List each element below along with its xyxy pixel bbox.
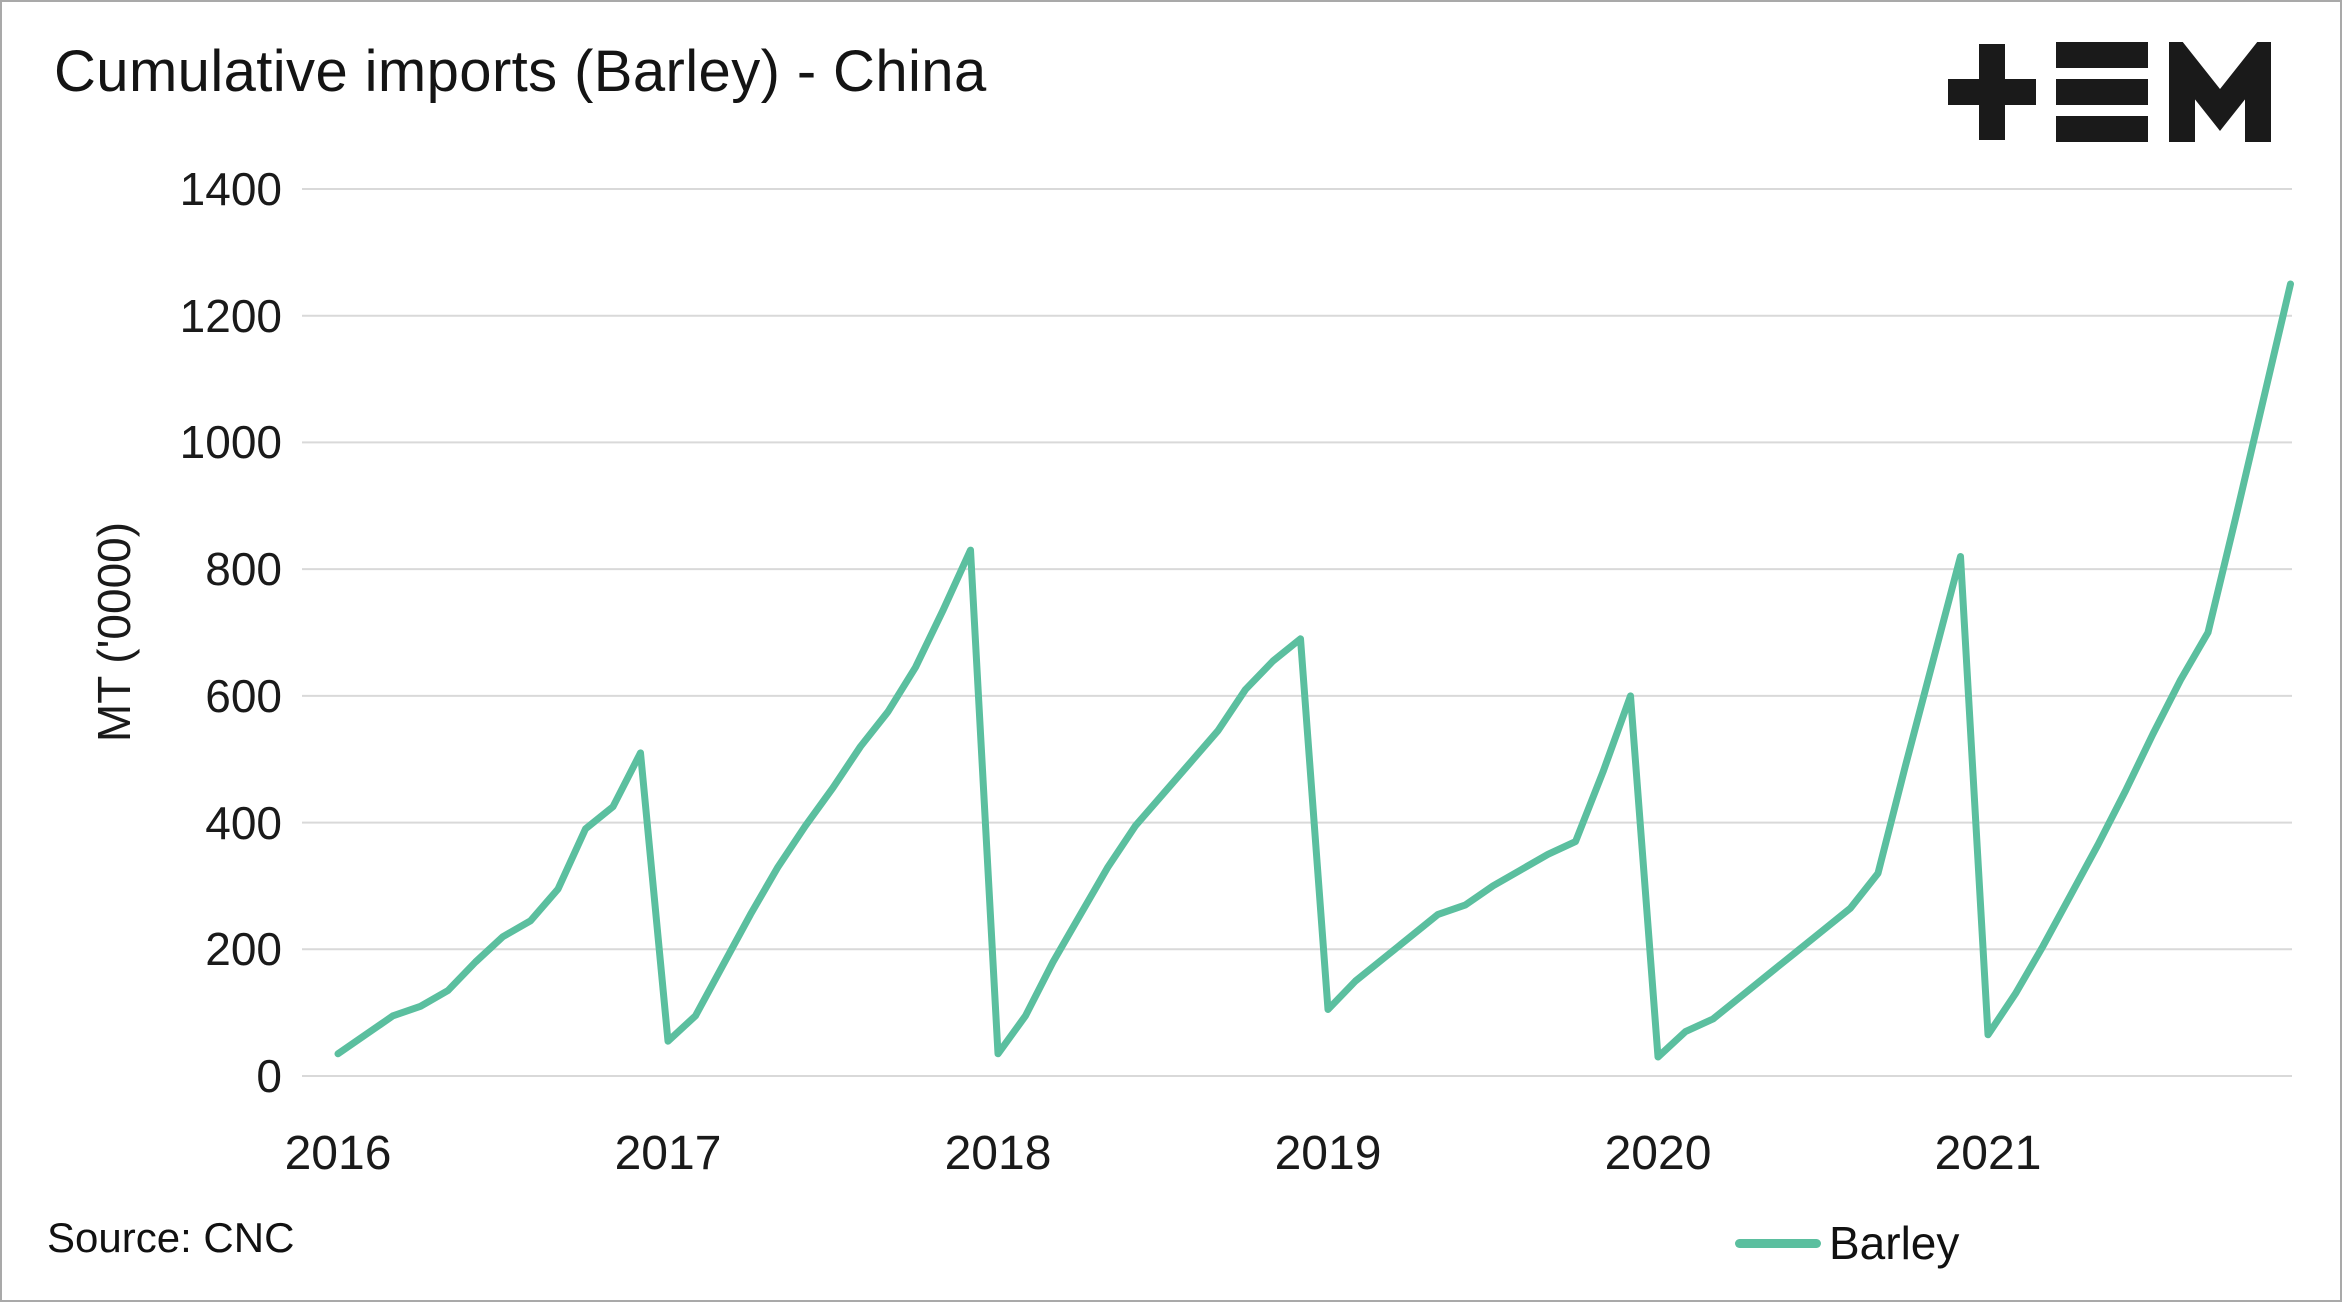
plot-area	[302, 188, 2294, 1077]
legend-line-barley	[1735, 1238, 1821, 1248]
y-axis-ticks: 0 200 400 600 800 1000 1200 1400	[82, 163, 282, 1102]
logo-plus-vertical	[1979, 44, 2005, 140]
x-tick-label-2017: 2017	[614, 1127, 722, 1180]
y-tick-label-1400: 1400	[179, 163, 282, 215]
barley-series-line	[334, 280, 2294, 1061]
x-tick-label-2016: 2016	[284, 1127, 392, 1180]
x-tick-label-2019: 2019	[1274, 1127, 1382, 1180]
tem-logo	[1948, 42, 2271, 142]
x-tick-label-2021: 2021	[1934, 1127, 2042, 1180]
legend-label-barley: Barley	[1829, 1217, 1960, 1269]
chart-title: Cumulative imports (Barley) - China	[54, 39, 987, 104]
source-note: Source: CNC	[47, 1214, 295, 1261]
y-tick-label-0: 0	[256, 1050, 282, 1102]
y-tick-label-800: 800	[205, 543, 282, 596]
logo-m	[2169, 42, 2271, 142]
x-tick-label-2020: 2020	[1604, 1127, 1712, 1180]
logo-bar-top	[2056, 42, 2148, 68]
y-tick-label-600: 600	[205, 669, 282, 722]
y-tick-label-200: 200	[205, 923, 282, 976]
logo-bar-bottom	[2056, 116, 2148, 142]
x-tick-label-2018: 2018	[944, 1127, 1052, 1180]
y-tick-label-1000: 1000	[179, 416, 282, 469]
legend: Barley	[1735, 1216, 1959, 1270]
y-tick-label-400: 400	[205, 796, 282, 849]
y-tick-label-1200: 1200	[179, 289, 282, 342]
x-axis-ticks: 2016 2017 2018 2019 2020 2021	[285, 1124, 2292, 1186]
logo-bar-middle	[2056, 79, 2148, 105]
